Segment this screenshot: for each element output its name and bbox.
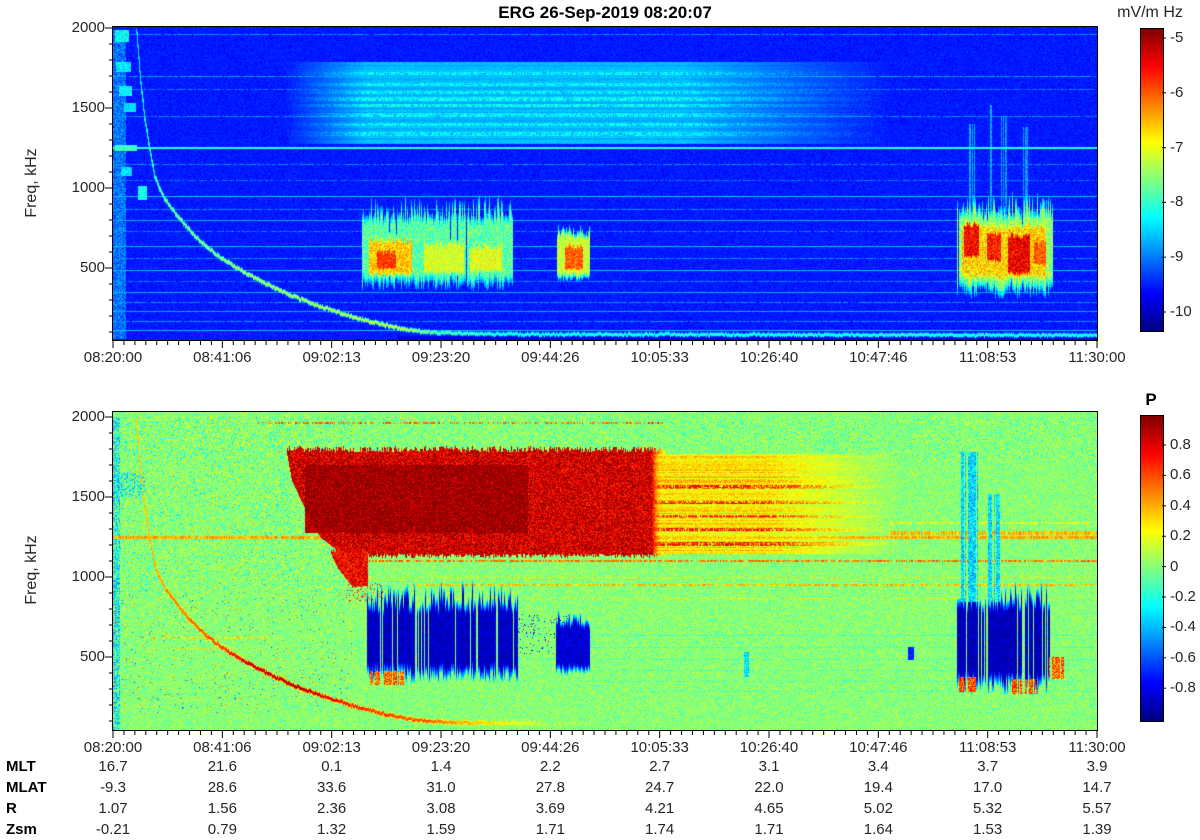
- x-tick-label-bottom: 09:23:20: [411, 739, 471, 756]
- x-tick-label-top: 09:23:20: [411, 349, 471, 366]
- x-tick-label-bottom: 08:41:06: [193, 739, 252, 756]
- x-tick-label-bottom: 11:08:53: [959, 739, 1017, 756]
- table-cell: 24.7: [645, 779, 675, 796]
- x-tick-label-top: 10:26:40: [739, 349, 799, 366]
- table-cell: 31.0: [426, 779, 456, 796]
- table-row-header: MLT: [6, 758, 36, 775]
- table-cell: 1.39: [1082, 821, 1112, 838]
- x-tick-label-top: 10:47:46: [849, 349, 908, 366]
- x-tick-label-top: 08:20:00: [83, 349, 143, 366]
- table-cell: 1.71: [754, 821, 784, 838]
- table-cell: 2.36: [317, 800, 347, 817]
- spectrogram-bottom-canvas: [112, 411, 1098, 731]
- table-cell: -9.3: [100, 779, 126, 796]
- x-tick-label-bottom: 09:44:26: [521, 739, 580, 756]
- x-tick-label-top: 11:08:53: [959, 349, 1017, 366]
- table-cell: 3.08: [426, 800, 456, 817]
- table-cell: 3.69: [535, 800, 565, 817]
- x-tick-label-top: 08:41:06: [193, 349, 252, 366]
- y-tick-label: 2000: [71, 408, 105, 425]
- table-cell: 1.71: [535, 821, 565, 838]
- x-tick-label-top: 09:44:26: [521, 349, 580, 366]
- x-tick-label-bottom: 10:05:33: [630, 739, 689, 756]
- table-cell: 21.6: [207, 758, 237, 775]
- colorbar-tick-label: -8: [1170, 193, 1184, 211]
- colorbar-tick-label: 0.2: [1170, 527, 1191, 545]
- table-row-header: R: [6, 800, 17, 817]
- y-tick-label: 1500: [71, 99, 105, 116]
- table-cell: 5.57: [1082, 800, 1112, 817]
- colorbar-tick-label: -0.8: [1170, 679, 1196, 697]
- table-cell: 19.4: [863, 779, 893, 796]
- table-cell: 16.7: [98, 758, 128, 775]
- table-cell: 2.2: [539, 758, 561, 775]
- table-cell: 1.56: [207, 800, 237, 817]
- table-cell: 3.9: [1086, 758, 1108, 775]
- colorbar-tick-label: -5: [1170, 29, 1184, 46]
- colorbar-tick-label: 0.8: [1170, 436, 1191, 453]
- table-cell: 33.6: [317, 779, 347, 796]
- table-cell: 3.1: [758, 758, 780, 775]
- table-cell: 1.07: [98, 800, 128, 817]
- table-cell: 4.21: [645, 800, 675, 817]
- table-cell: 1.32: [317, 821, 347, 838]
- colorbar-tick-label: -10: [1170, 303, 1192, 320]
- table-cell: 1.59: [426, 821, 456, 838]
- y-tick-label: 500: [79, 648, 105, 665]
- table-cell: 28.6: [207, 779, 237, 796]
- table-cell: 1.64: [863, 821, 893, 838]
- table-cell: 2.7: [649, 758, 671, 775]
- table-cell: 17.0: [973, 779, 1003, 796]
- figure-title: ERG 26-Sep-2019 08:20:07: [498, 3, 712, 22]
- colorbar-tick-label: -9: [1170, 248, 1184, 266]
- y-tick-label: 2000: [71, 19, 105, 36]
- colorbar-tick-label: -7: [1170, 138, 1184, 156]
- table-cell: 4.65: [754, 800, 784, 817]
- table-cell: 3.4: [867, 758, 889, 775]
- y-axis-label-top: Freq, kHz: [23, 148, 40, 218]
- x-tick-label-bottom: 09:02:13: [302, 739, 361, 756]
- colorbar-bottom: [1140, 415, 1164, 722]
- y-tick-label: 1000: [71, 568, 105, 585]
- spectrogram-top-canvas: [112, 26, 1098, 341]
- table-cell: 14.7: [1082, 779, 1112, 796]
- table-cell: 5.32: [973, 800, 1003, 817]
- y-tick-label: 1500: [71, 488, 105, 505]
- colorbar-tick-label: 0.4: [1170, 496, 1191, 514]
- table-row-header: MLAT: [6, 779, 47, 796]
- table-cell: 3.7: [977, 758, 999, 775]
- x-tick-label-bottom: 10:26:40: [739, 739, 799, 756]
- table-cell: 1.53: [973, 821, 1003, 838]
- x-tick-label-bottom: 08:20:00: [83, 739, 143, 756]
- colorbar-bottom-label: P: [1145, 390, 1157, 409]
- colorbar-tick-label: -0.4: [1170, 618, 1196, 636]
- y-axis-label-bottom: Freq, kHz: [23, 535, 40, 605]
- table-cell: 5.02: [863, 800, 893, 817]
- colorbar-tick-label: 0: [1170, 557, 1179, 575]
- table-cell: 0.79: [207, 821, 237, 838]
- table-cell: 22.0: [754, 779, 784, 796]
- table-cell: 1.74: [645, 821, 675, 838]
- colorbar-tick-label: -0.6: [1170, 648, 1196, 666]
- table-cell: 0.1: [321, 758, 343, 775]
- colorbar-top: [1140, 28, 1164, 332]
- y-tick-label: 1000: [71, 179, 105, 196]
- x-tick-label-top: 11:30:00: [1068, 349, 1126, 366]
- table-cell: 1.4: [430, 758, 452, 775]
- table-row-header: Zsm: [6, 821, 37, 838]
- x-tick-label-top: 09:02:13: [302, 349, 361, 366]
- colorbar-tick-label: -0.2: [1170, 588, 1196, 605]
- colorbar-tick-label: -6: [1170, 83, 1184, 101]
- colorbar-tick-label: 0.6: [1170, 466, 1191, 484]
- x-tick-label-bottom: 11:30:00: [1068, 739, 1126, 756]
- colorbar-top-label: mV/m Hz: [1117, 4, 1183, 21]
- y-tick-label: 500: [79, 259, 105, 276]
- x-tick-label-bottom: 10:47:46: [849, 739, 908, 756]
- table-cell: -0.21: [95, 821, 131, 838]
- table-cell: 27.8: [535, 779, 565, 796]
- x-tick-label-top: 10:05:33: [630, 349, 689, 366]
